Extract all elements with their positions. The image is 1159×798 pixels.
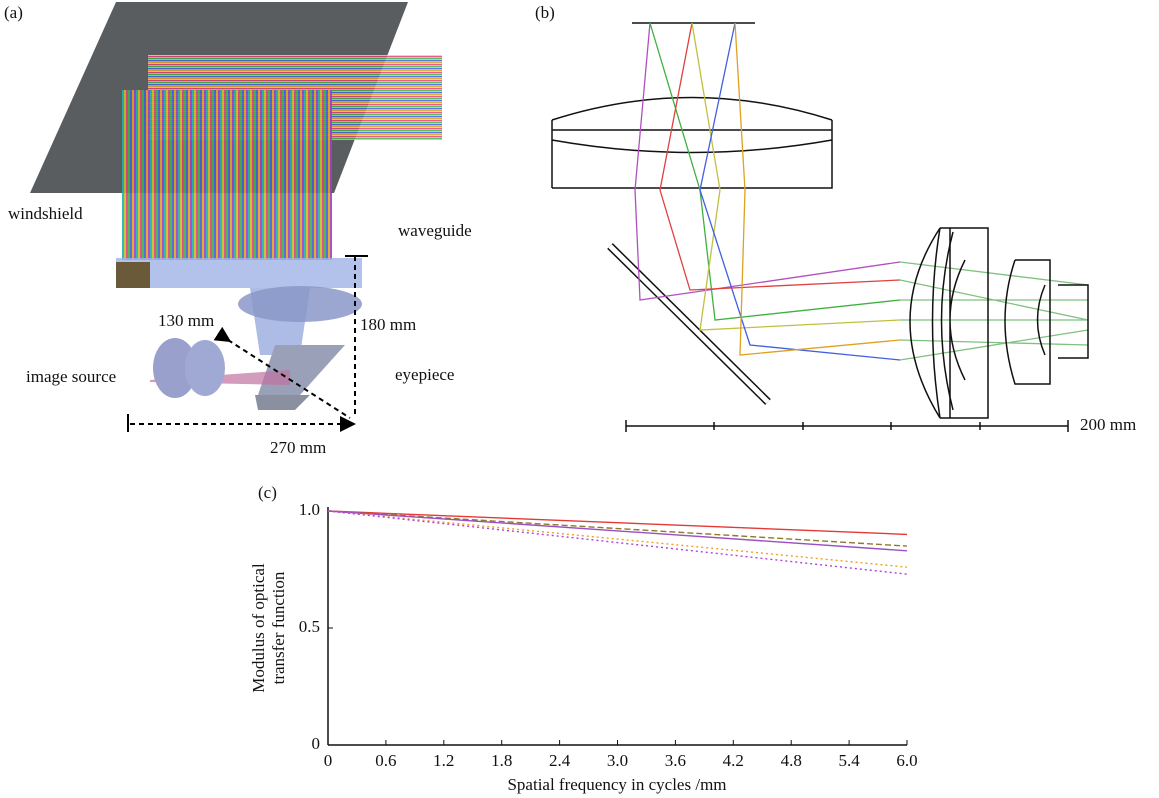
waveguide-shape: [116, 258, 362, 288]
label: 180 mm: [360, 315, 416, 334]
y-tick-label: 0.5: [299, 617, 320, 636]
x-tick-label: 2.4: [549, 751, 571, 770]
base: [255, 395, 310, 410]
ray-bundle: [122, 90, 332, 260]
block: [116, 262, 150, 288]
x-tick-label: 4.8: [781, 751, 802, 770]
figure: (a) windshield waveguide 130 mm 180 mm i…: [0, 0, 1159, 798]
label: 200 mm: [1080, 415, 1136, 434]
panel-b: (b) 200 mm: [535, 3, 1136, 434]
label: 270 mm: [270, 438, 326, 457]
panel-label: (c): [258, 483, 277, 502]
y-axis-label: transfer function: [269, 571, 288, 684]
x-tick-label: 6.0: [896, 751, 917, 770]
y-tick-label: 1.0: [299, 500, 320, 519]
label: eyepiece: [395, 365, 454, 384]
x-tick-label: 1.8: [491, 751, 512, 770]
label: 130 mm: [158, 311, 214, 330]
x-tick-label: 0: [324, 751, 333, 770]
panel-a: (a) windshield waveguide 130 mm 180 mm i…: [4, 2, 472, 457]
x-tick-label: 4.2: [723, 751, 744, 770]
x-tick-label: 5.4: [838, 751, 860, 770]
eyepiece-lens: [238, 286, 362, 322]
label: image source: [26, 367, 116, 386]
y-tick-label: 0: [312, 734, 321, 753]
y-axis-label: Modulus of optical: [249, 563, 268, 693]
mtf-line: [328, 511, 907, 567]
x-axis-label: Spatial frequency in cycles /mm: [507, 775, 726, 794]
mtf-line: [328, 511, 907, 574]
lens: [185, 340, 225, 396]
panel-label: (b): [535, 3, 555, 22]
panel-c: (c) Spatial frequency in cycles /mm Modu…: [249, 483, 918, 794]
mtf-line: [328, 511, 907, 546]
x-tick-label: 1.2: [433, 751, 454, 770]
x-tick-label: 0.6: [375, 751, 396, 770]
label: waveguide: [398, 221, 472, 240]
x-tick-label: 3.0: [607, 751, 628, 770]
panel-label: (a): [4, 3, 23, 22]
x-tick-label: 3.6: [665, 751, 686, 770]
label: windshield: [8, 204, 83, 223]
